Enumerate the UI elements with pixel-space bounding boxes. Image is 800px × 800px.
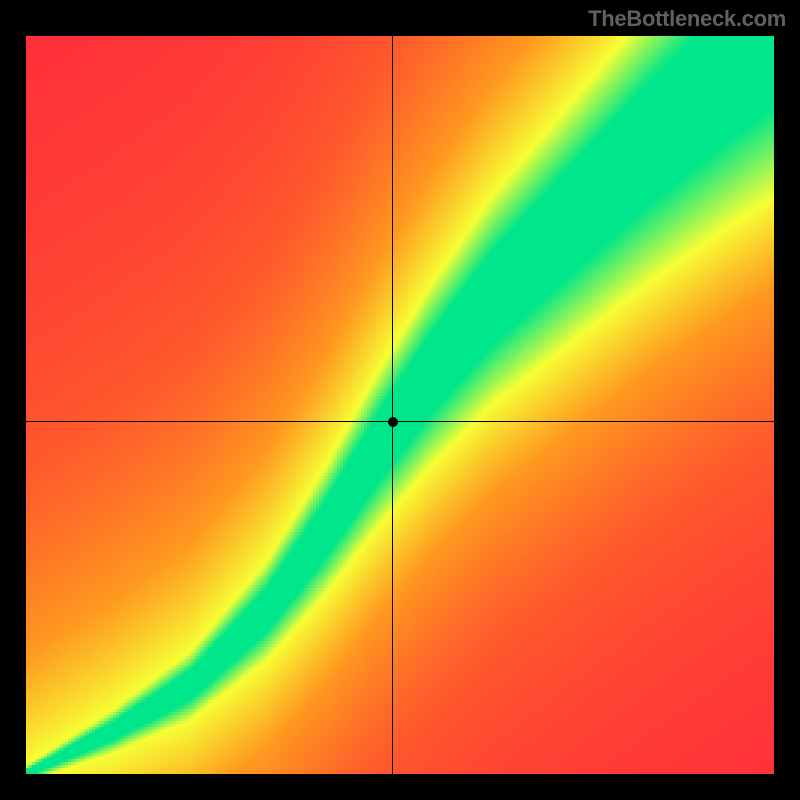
crosshair-dot[interactable] xyxy=(388,417,398,427)
chart-frame: TheBottleneck.com xyxy=(0,0,800,800)
crosshair-vertical xyxy=(392,36,393,774)
watermark-text: TheBottleneck.com xyxy=(588,6,786,32)
heatmap-canvas xyxy=(26,36,774,774)
heatmap-plot xyxy=(26,36,774,774)
crosshair-horizontal xyxy=(26,421,774,422)
